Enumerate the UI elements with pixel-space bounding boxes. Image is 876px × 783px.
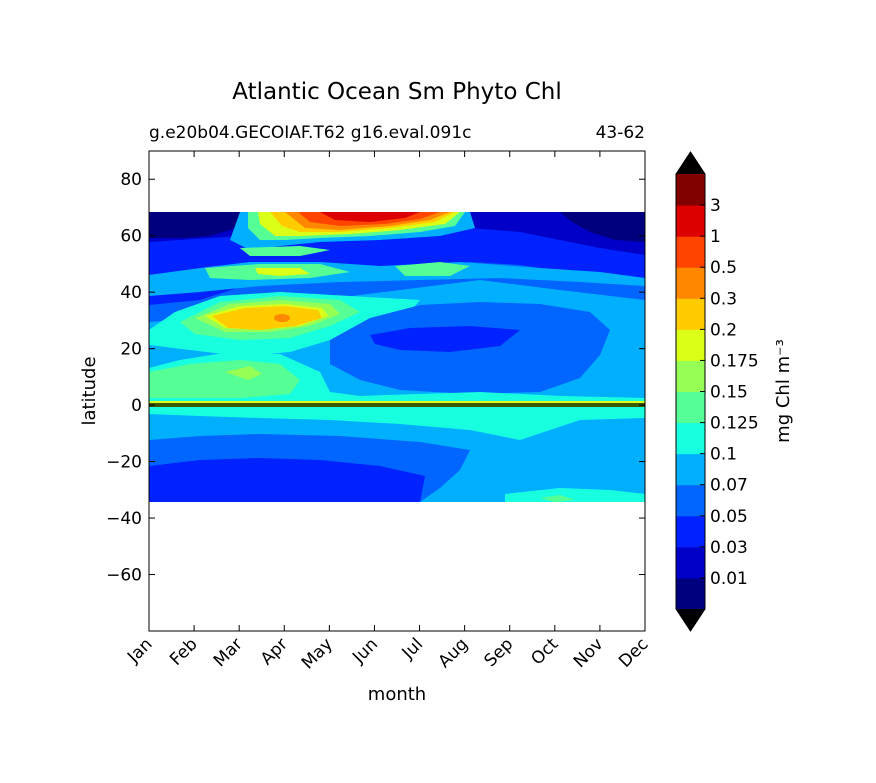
x-tick-label: Nov — [570, 634, 608, 672]
contour-subtrop-0.5 — [274, 314, 290, 322]
x-tick-label: Aug — [435, 634, 473, 672]
y-tick-label: 0 — [131, 396, 142, 416]
x-tick-label: May — [298, 634, 337, 673]
x-tick-label: Jul — [398, 634, 427, 663]
contour-equator — [149, 403, 645, 407]
colorbar-segment — [676, 329, 705, 361]
colorbar-segment — [676, 267, 705, 299]
colorbar-segment — [676, 515, 705, 548]
colorbar-tick-label: 0.5 — [710, 258, 737, 278]
y-tick-label: −20 — [106, 453, 142, 473]
colorbar-segment — [676, 298, 705, 330]
colorbar-segment — [676, 546, 705, 579]
y-axis-label: latitude — [79, 356, 100, 425]
colorbar-segment — [676, 236, 705, 268]
y-tick-label: 20 — [120, 340, 142, 360]
contour-band-48N-green — [395, 262, 470, 276]
colorbar-extend-min — [676, 609, 705, 631]
x-axis-label: month — [368, 684, 426, 705]
colorbar-segment — [676, 577, 705, 610]
y-tick-label: −40 — [106, 509, 142, 529]
x-tick-label: Apr — [257, 634, 292, 669]
colorbar-tick-label: 0.3 — [710, 289, 737, 309]
plot-frame — [148, 150, 646, 632]
colorbar-tick-label: 0.175 — [710, 351, 759, 371]
colorbar-segment — [676, 484, 705, 517]
colorbar-tick-label: 0.01 — [710, 569, 748, 589]
colorbar-tick-label: 0.1 — [710, 445, 737, 465]
colorbar-outline — [675, 151, 706, 632]
y-tick-label: −60 — [106, 566, 142, 586]
contour-south-east-0.1 — [505, 488, 645, 502]
colorbar-tick-label: 0.15 — [710, 383, 748, 403]
colorbar-extend-max — [676, 152, 705, 174]
contour-south-east-0.15 — [540, 495, 575, 502]
colorbar-tick-label: 0.125 — [710, 414, 759, 434]
x-tick-label: Sep — [480, 634, 517, 671]
colorbar-segment — [676, 360, 705, 392]
contour-band-55N-green — [240, 246, 330, 256]
chart-subtitle-right: 43-62 — [596, 123, 645, 143]
colorbar-segment — [676, 391, 705, 424]
x-tick-label: Dec — [615, 634, 652, 671]
contour-gyre-south-0.03 — [149, 458, 425, 502]
colorbar-segment — [676, 422, 705, 455]
x-tick-label: Oct — [527, 634, 562, 669]
y-axis: 80 60 40 20 0 −20 −40 −60 — [106, 170, 645, 586]
colorbar-tick-label: 0.05 — [710, 507, 748, 527]
colorbar-tick-label: 0.2 — [710, 320, 737, 340]
y-tick-label: 40 — [120, 283, 142, 303]
colorbar-tick-label: 1 — [710, 227, 721, 247]
colorbar-tick-label: 3 — [710, 196, 721, 216]
x-tick-label: Mar — [210, 634, 247, 671]
x-tick-label: Feb — [166, 634, 201, 669]
chart-subtitle-left: g.e20b04.GECOIAF.T62 g16.eval.091c — [149, 123, 471, 143]
colorbar-label: mg Chl m⁻³ — [773, 339, 794, 443]
colorbar-tick-label: 0.03 — [710, 538, 748, 558]
colorbar: 0.01 0.03 0.05 0.07 0.1 0.125 0.15 0.175 0.2 0.3 0… — [675, 151, 759, 632]
contour-gyre-north-0.03 — [370, 326, 520, 352]
x-tick-label: Jun — [348, 634, 382, 668]
colorbar-segment — [676, 174, 705, 206]
y-tick-label: 60 — [120, 227, 142, 247]
y-tick-label: 80 — [120, 170, 142, 190]
contour-north-0.01 — [149, 212, 645, 242]
x-tick-label: Jan — [123, 634, 156, 667]
contour-band-45N-yellow — [255, 268, 310, 276]
colorbar-segment — [676, 205, 705, 237]
contour-eq-south-0.1 — [149, 407, 645, 440]
colorbar-segment — [676, 453, 705, 486]
contour-eq-north-0.175 — [225, 366, 262, 380]
contour-field — [149, 212, 645, 502]
chart-title: Atlantic Ocean Sm Phyto Chl — [232, 79, 561, 105]
contour-eq-north-0.15 — [149, 360, 300, 398]
colorbar-tick-label: 0.07 — [710, 476, 748, 496]
contour-subtrop-0.3 — [212, 306, 322, 330]
contour-equator-yellow — [149, 401, 645, 403]
contour-bloom-3 — [320, 212, 420, 222]
